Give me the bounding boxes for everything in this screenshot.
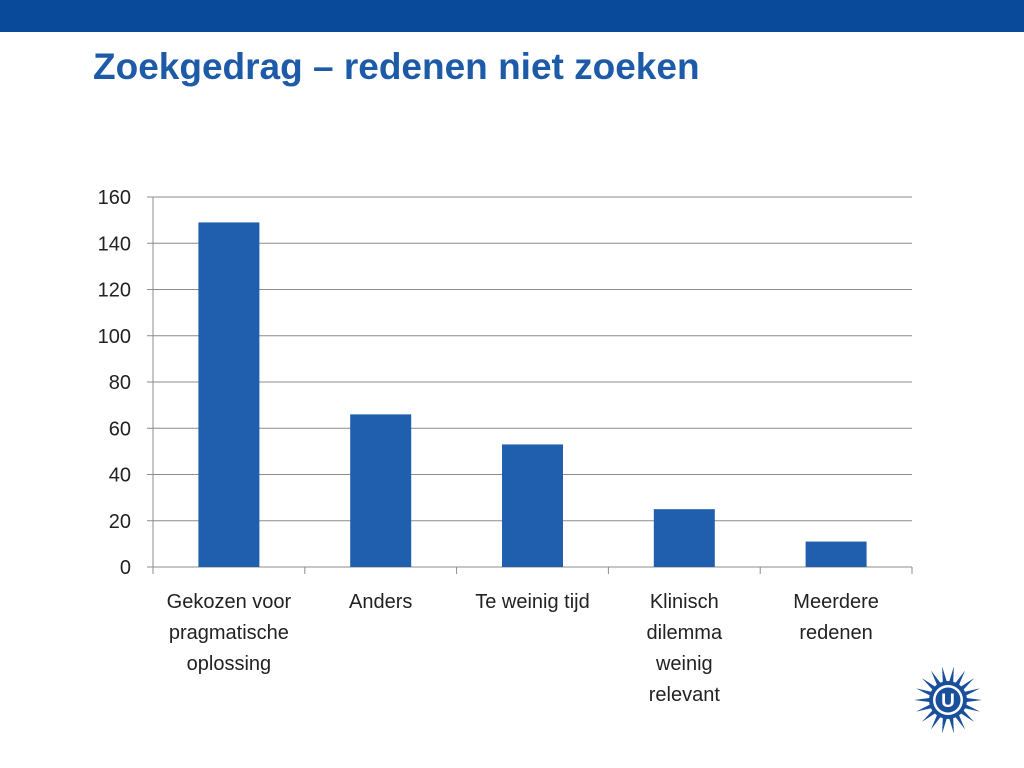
y-tick-label: 60 (109, 418, 131, 440)
bar-0 (198, 222, 260, 567)
sun-rays-icon (914, 666, 982, 734)
logo-ray (916, 703, 933, 712)
y-tick-label: 120 (98, 280, 131, 302)
logo-ray (931, 713, 942, 730)
logo-ray (948, 716, 954, 734)
logo-letter: U (941, 691, 955, 712)
bars (198, 222, 867, 567)
y-tick-label: 140 (98, 233, 131, 255)
logo-ray (964, 697, 982, 703)
bar-1 (350, 414, 412, 567)
logo-ray (931, 670, 942, 687)
logo-ray (942, 666, 948, 684)
x-tick-label: Meerdere redenen (793, 591, 879, 644)
x-tick-label: Anders (349, 591, 412, 613)
bar-2 (502, 444, 563, 567)
logo-ray (914, 697, 932, 703)
logo-ray (942, 716, 948, 734)
logo-center (935, 687, 961, 713)
logo-ray (921, 709, 937, 722)
y-tick-label: 20 (109, 511, 131, 533)
slide-title: Zoekgedrag – redenen niet zoeken (93, 46, 700, 87)
logo-ray (963, 688, 980, 697)
bar-3 (653, 509, 715, 567)
y-tick-label: 80 (109, 372, 131, 394)
y-tick-labels: 0 20 40 60 80 100 120 140 160 (98, 187, 131, 579)
logo-ray (921, 678, 937, 691)
logo-ray (954, 713, 965, 730)
logo-ray (954, 670, 965, 687)
logo-ray (959, 678, 975, 691)
y-tick-label: 40 (109, 465, 131, 487)
logo-ray (963, 703, 980, 712)
y-tick-label: 0 (120, 557, 131, 579)
x-tick-labels: Gekozen voor pragmatische oplossing Anders T… (167, 591, 879, 706)
top-banner (0, 0, 1024, 32)
university-logo: U (914, 666, 982, 734)
gridlines (153, 196, 912, 522)
x-tick-label: Te weinig tijd (475, 591, 590, 613)
bar-4 (805, 541, 867, 567)
logo-ray (959, 709, 975, 722)
x-tick-label: Klinisch dilemma weinig relevant (647, 591, 723, 706)
y-tick-label: 160 (98, 187, 131, 209)
logo-ray (948, 666, 954, 684)
y-tick-label: 100 (98, 326, 131, 348)
logo-ray (916, 688, 933, 697)
x-tick-label: Gekozen voor pragmatische oplossing (167, 591, 292, 675)
